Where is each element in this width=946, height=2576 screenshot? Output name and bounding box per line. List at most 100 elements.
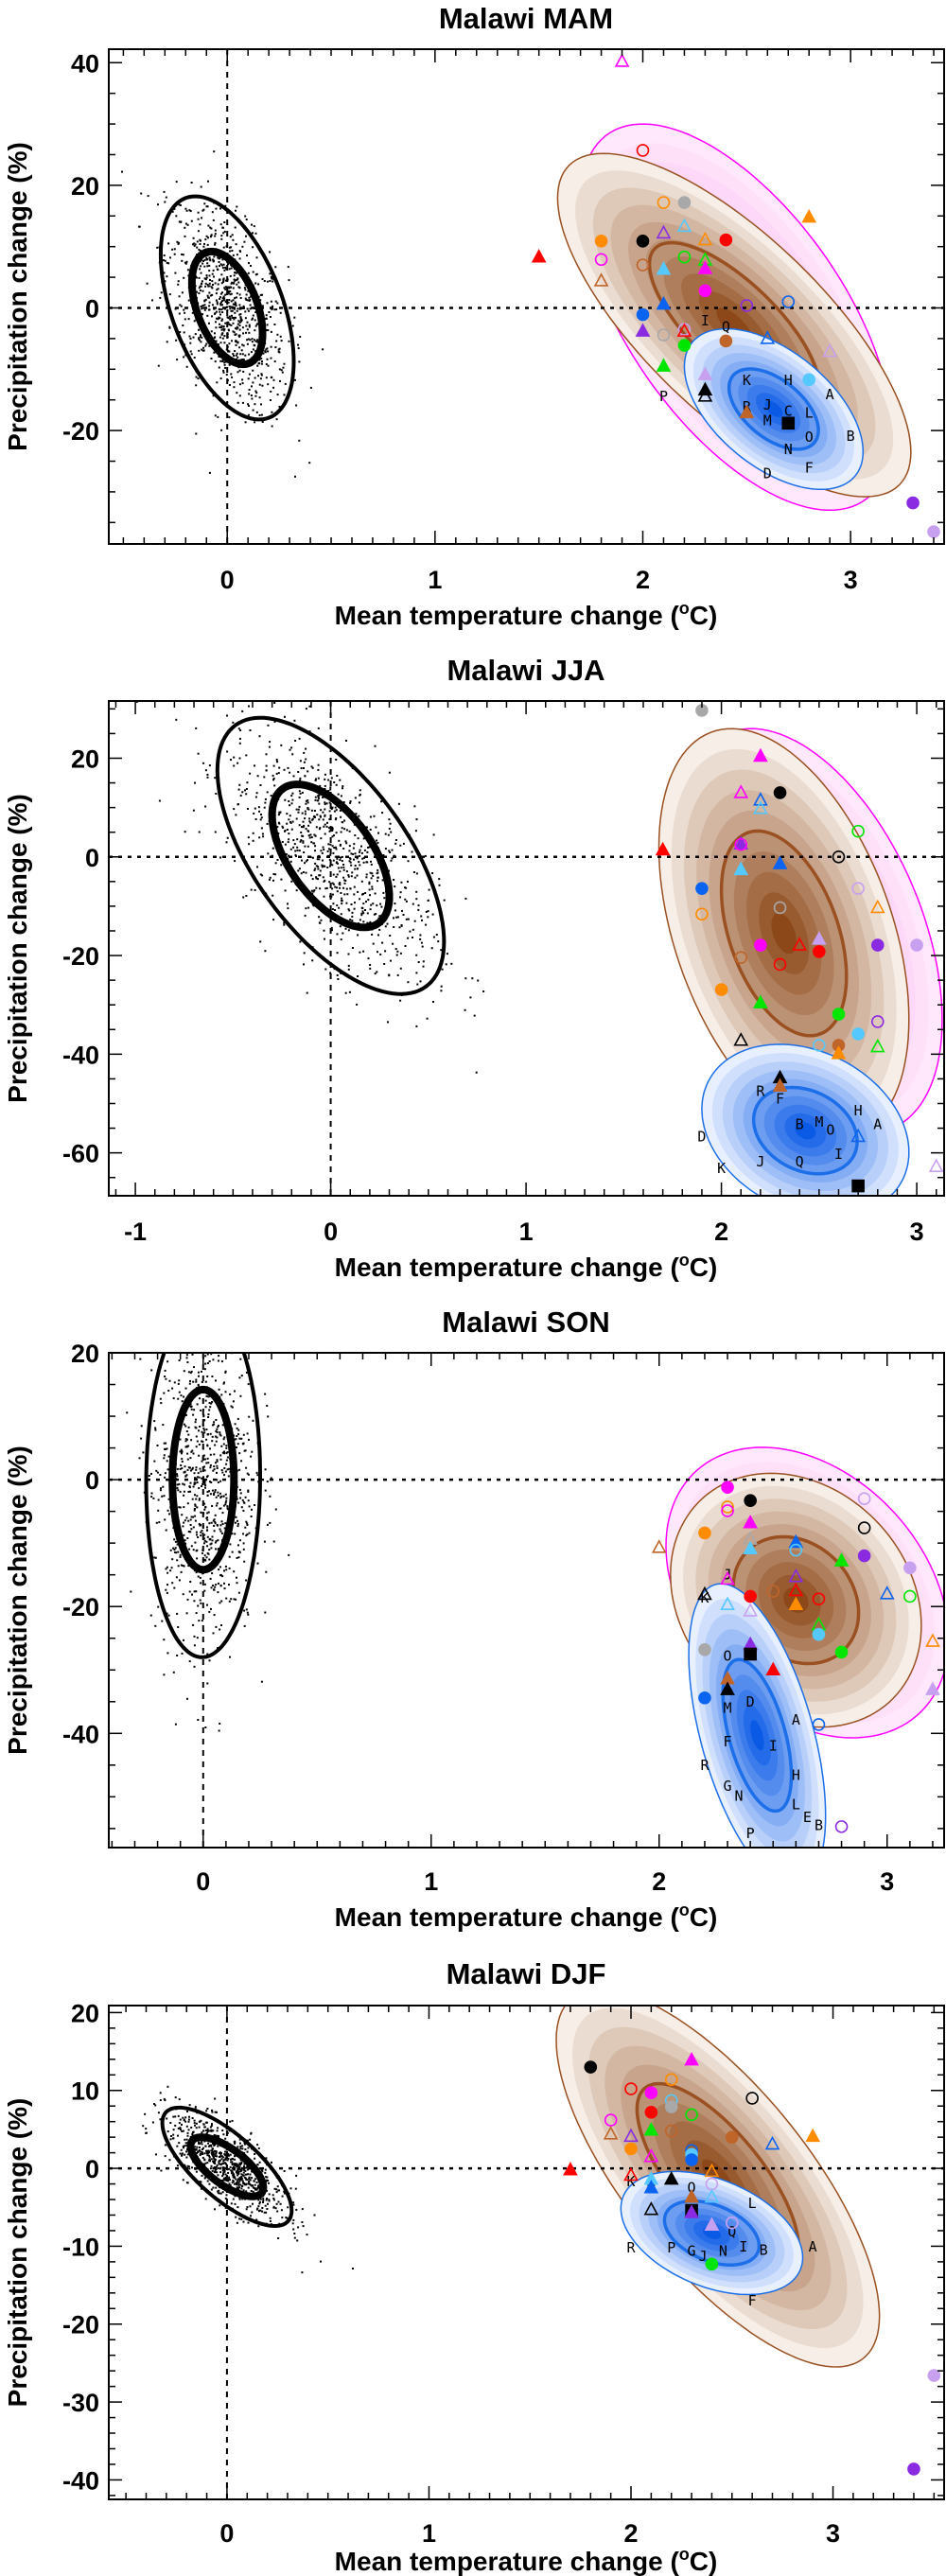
noise-point bbox=[196, 2146, 199, 2148]
noise-point bbox=[278, 766, 281, 769]
noise-point bbox=[236, 371, 239, 374]
noise-point bbox=[235, 333, 237, 336]
noise-point bbox=[392, 942, 394, 945]
noise-point bbox=[191, 1353, 194, 1356]
noise-point bbox=[205, 2149, 208, 2152]
noise-point bbox=[275, 2202, 278, 2205]
noise-point bbox=[185, 2144, 188, 2147]
noise-point bbox=[307, 906, 310, 909]
noise-point bbox=[189, 1457, 192, 1460]
noise-point bbox=[261, 360, 263, 363]
noise-point bbox=[236, 1498, 238, 1500]
noise-point bbox=[189, 210, 192, 213]
noise-point bbox=[214, 2134, 217, 2137]
x-tick-label: 0 bbox=[196, 1867, 210, 1896]
noise-point bbox=[240, 349, 243, 352]
noise-point bbox=[225, 1446, 228, 1449]
noise-point bbox=[292, 2218, 295, 2221]
noise-point bbox=[240, 2176, 243, 2178]
noise-point bbox=[236, 2178, 239, 2181]
noise-point bbox=[272, 879, 274, 882]
model-marker-triangle bbox=[697, 388, 713, 402]
noise-point bbox=[181, 2154, 184, 2157]
noise-point bbox=[184, 222, 187, 225]
noise-point bbox=[230, 1319, 232, 1321]
noise-point bbox=[166, 2085, 169, 2088]
y-tick-label: -20 bbox=[62, 942, 99, 971]
noise-point bbox=[253, 812, 255, 815]
noise-point bbox=[179, 1506, 182, 1509]
noise-point bbox=[220, 235, 223, 237]
noise-point bbox=[226, 2159, 229, 2162]
noise-point bbox=[303, 851, 306, 853]
noise-point bbox=[206, 1518, 209, 1521]
noise-point bbox=[211, 1505, 214, 1507]
noise-point bbox=[192, 2130, 195, 2133]
noise-point bbox=[225, 1499, 228, 1502]
noise-point bbox=[270, 345, 272, 348]
noise-point bbox=[265, 377, 268, 379]
noise-point bbox=[336, 873, 339, 876]
noise-point bbox=[248, 296, 251, 299]
noise-point bbox=[148, 1475, 150, 1477]
noise-point bbox=[222, 1438, 225, 1441]
noise-point bbox=[216, 1464, 219, 1467]
noise-point bbox=[344, 991, 347, 994]
noise-point bbox=[164, 1518, 166, 1521]
noise-point bbox=[177, 1565, 180, 1568]
noise-point bbox=[196, 240, 199, 243]
noise-point bbox=[223, 230, 226, 233]
noise-point bbox=[265, 2179, 268, 2182]
noise-point bbox=[198, 2147, 201, 2148]
noise-point bbox=[206, 776, 209, 779]
y-axis-label: Precipitation change (%) bbox=[3, 2098, 32, 2408]
noise-point bbox=[193, 1600, 196, 1603]
noise-point bbox=[308, 820, 311, 823]
noise-point bbox=[297, 771, 300, 773]
noise-point bbox=[159, 1397, 162, 1400]
noise-point bbox=[193, 1665, 196, 1668]
noise-point bbox=[184, 2164, 186, 2166]
degree-superscript: o bbox=[679, 1901, 690, 1919]
noise-point bbox=[212, 1585, 215, 1586]
noise-point bbox=[251, 318, 254, 321]
noise-point bbox=[171, 1387, 174, 1390]
noise-point bbox=[211, 2169, 214, 2172]
noise-point bbox=[234, 350, 236, 353]
model-marker-circle bbox=[594, 253, 608, 267]
noise-point bbox=[315, 876, 318, 879]
noise-point bbox=[291, 792, 294, 795]
noise-point bbox=[208, 1522, 211, 1525]
noise-point bbox=[238, 2179, 241, 2181]
noise-point bbox=[153, 1556, 156, 1559]
noise-point bbox=[203, 1480, 206, 1482]
noise-point bbox=[164, 201, 166, 203]
noise-point bbox=[303, 761, 306, 763]
noise-point bbox=[338, 839, 341, 842]
model-marker-triangle bbox=[663, 2170, 679, 2185]
noise-point bbox=[271, 854, 273, 857]
noise-point bbox=[277, 772, 280, 775]
noise-point bbox=[394, 948, 397, 951]
noise-point bbox=[389, 851, 392, 853]
noise-point bbox=[173, 1381, 176, 1384]
noise-point bbox=[374, 745, 377, 747]
noise-point bbox=[328, 881, 331, 884]
noise-point bbox=[312, 842, 315, 845]
noise-point bbox=[224, 2137, 227, 2140]
noise-point bbox=[166, 2117, 168, 2120]
noise-point bbox=[280, 864, 283, 867]
noise-point bbox=[268, 878, 271, 881]
noise-point bbox=[266, 358, 269, 360]
noise-point bbox=[254, 1504, 256, 1506]
model-marker-square bbox=[781, 416, 796, 430]
noise-point bbox=[202, 260, 204, 262]
noise-point bbox=[236, 2181, 238, 2183]
noise-point bbox=[236, 2172, 238, 2175]
noise-point bbox=[211, 1435, 214, 1438]
noise-point bbox=[256, 364, 259, 367]
noise-point bbox=[203, 1419, 206, 1422]
noise-point bbox=[413, 920, 416, 922]
noise-point bbox=[206, 284, 209, 286]
noise-point bbox=[263, 776, 266, 779]
